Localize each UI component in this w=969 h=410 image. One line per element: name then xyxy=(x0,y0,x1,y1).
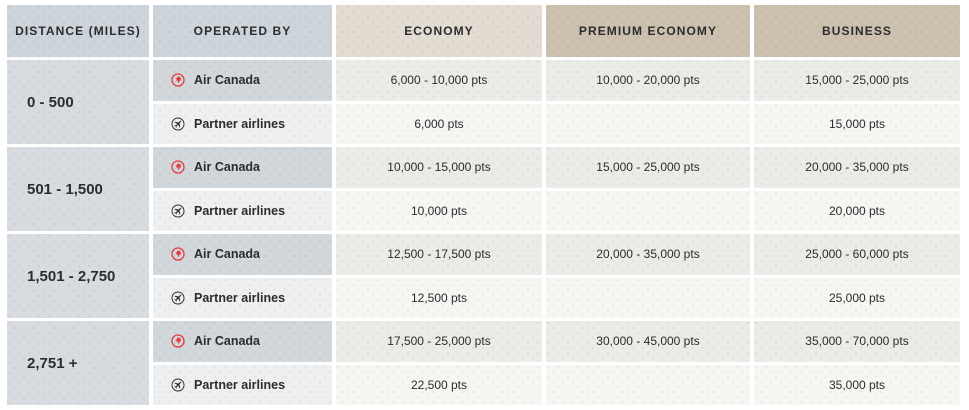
economy-value: 12,500 pts xyxy=(336,277,542,318)
business-value: 15,000 - 25,000 pts xyxy=(754,60,960,101)
air-canada-roundel-icon xyxy=(171,334,185,348)
premium-economy-value xyxy=(546,190,750,231)
business-value: 15,000 pts xyxy=(754,103,960,144)
header-distance-miles: DISTANCE (MILES) xyxy=(7,5,149,57)
operator-label: Partner airlines xyxy=(194,116,286,131)
premium-economy-value: 20,000 - 35,000 pts xyxy=(546,234,750,275)
economy-value: 17,500 - 25,000 pts xyxy=(336,321,542,362)
premium-economy-value xyxy=(546,277,750,318)
operator-label: Air Canada xyxy=(194,160,260,175)
economy-value: 10,000 pts xyxy=(336,190,542,231)
header-business: BUSINESS xyxy=(754,5,960,57)
operator-label: Air Canada xyxy=(194,334,260,349)
operator-cell-partner-airlines: Partner airlines xyxy=(153,364,332,405)
operator-label: Air Canada xyxy=(194,247,260,262)
operator-cell-air-canada: Air Canada xyxy=(153,321,332,362)
operator-label: Partner airlines xyxy=(194,377,286,392)
distance-cell-501-1500: 501 - 1,500 xyxy=(7,147,149,231)
distance-cell-0-500: 0 - 500 xyxy=(7,60,149,144)
operator-cell-partner-airlines: Partner airlines xyxy=(153,103,332,144)
header-premium-economy: PREMIUM ECONOMY xyxy=(546,5,750,57)
economy-value: 12,500 - 17,500 pts xyxy=(336,234,542,275)
operator-label: Air Canada xyxy=(194,73,260,88)
air-canada-roundel-icon xyxy=(171,247,185,261)
partner-airplane-icon xyxy=(171,291,185,305)
business-value: 35,000 pts xyxy=(754,364,960,405)
business-value: 35,000 - 70,000 pts xyxy=(754,321,960,362)
premium-economy-value: 10,000 - 20,000 pts xyxy=(546,60,750,101)
business-value: 25,000 pts xyxy=(754,277,960,318)
partner-airplane-icon xyxy=(171,204,185,218)
operator-label: Partner airlines xyxy=(194,290,286,305)
air-canada-roundel-icon xyxy=(171,160,185,174)
economy-value: 10,000 - 15,000 pts xyxy=(336,147,542,188)
partner-airplane-icon xyxy=(171,117,185,131)
operator-cell-air-canada: Air Canada xyxy=(153,147,332,188)
partner-airplane-icon xyxy=(171,378,185,392)
business-value: 20,000 pts xyxy=(754,190,960,231)
economy-value: 6,000 - 10,000 pts xyxy=(336,60,542,101)
air-canada-roundel-icon xyxy=(171,73,185,87)
header-operated-by: OPERATED BY xyxy=(153,5,332,57)
premium-economy-value: 30,000 - 45,000 pts xyxy=(546,321,750,362)
economy-value: 6,000 pts xyxy=(336,103,542,144)
economy-value: 22,500 pts xyxy=(336,364,542,405)
business-value: 20,000 - 35,000 pts xyxy=(754,147,960,188)
operator-cell-air-canada: Air Canada xyxy=(153,234,332,275)
premium-economy-value xyxy=(546,103,750,144)
operator-cell-air-canada: Air Canada xyxy=(153,60,332,101)
operator-cell-partner-airlines: Partner airlines xyxy=(153,277,332,318)
premium-economy-value xyxy=(546,364,750,405)
distance-cell-2751-plus: 2,751 + xyxy=(7,321,149,405)
header-economy: ECONOMY xyxy=(336,5,542,57)
business-value: 25,000 - 60,000 pts xyxy=(754,234,960,275)
distance-cell-1501-2750: 1,501 - 2,750 xyxy=(7,234,149,318)
operator-label: Partner airlines xyxy=(194,203,286,218)
operator-cell-partner-airlines: Partner airlines xyxy=(153,190,332,231)
premium-economy-value: 15,000 - 25,000 pts xyxy=(546,147,750,188)
